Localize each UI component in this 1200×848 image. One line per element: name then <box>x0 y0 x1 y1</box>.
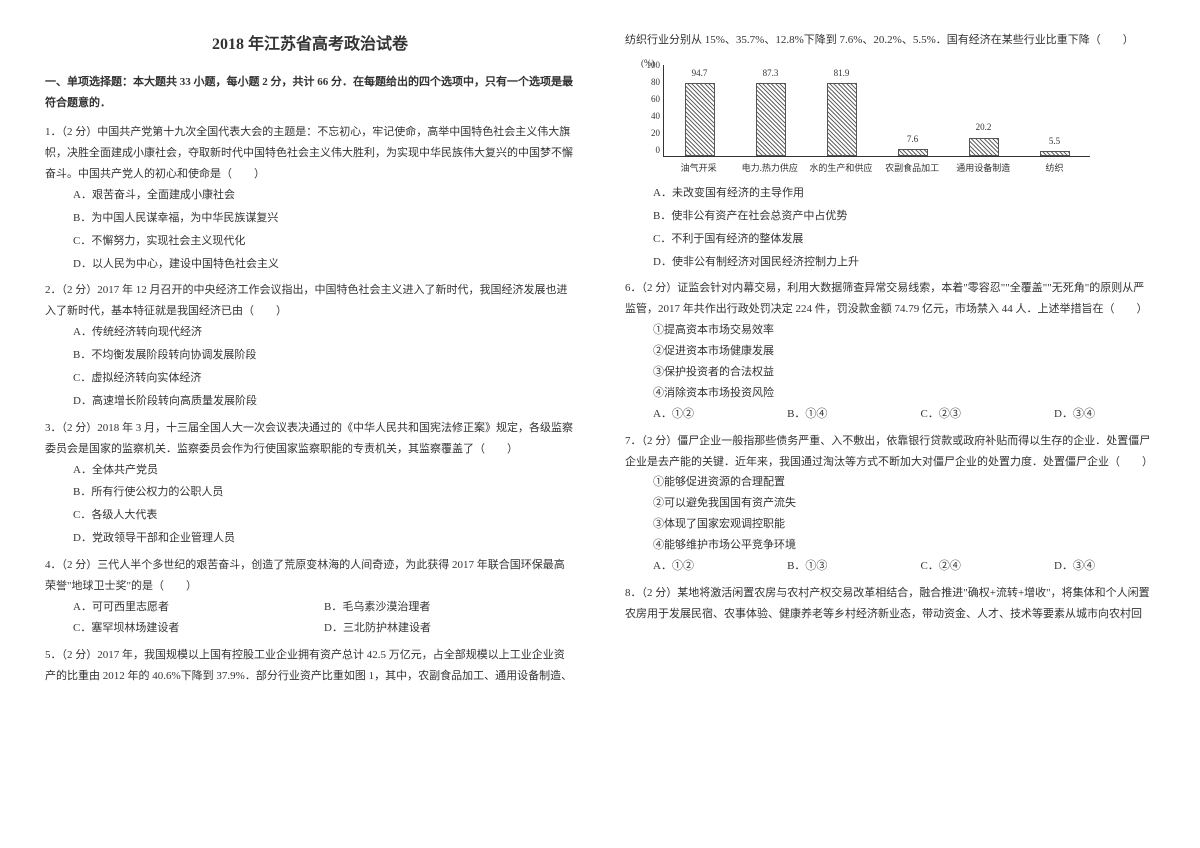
y-tick: 100 <box>635 57 660 74</box>
question-2: 2．（2 分）2017 年 12 月召开的中央经济工作会议指出，中国特色社会主义… <box>45 280 575 411</box>
q6-s2: ②促进资本市场健康发展 <box>625 341 1155 362</box>
q1-option-d: D．以人民为中心，建设中国特色社会主义 <box>45 254 575 275</box>
q4-options: A．可可西里志愿者 B．毛乌素沙漠治理者 C．塞罕坝林场建设者 D．三北防护林建… <box>45 597 575 639</box>
y-tick: 0 <box>635 142 660 159</box>
bar-chart: (%) 100 80 60 40 20 0 94.787.381.97.620.… <box>635 57 1095 177</box>
bar-value-label: 20.2 <box>976 119 992 136</box>
y-tick: 80 <box>635 74 660 91</box>
q6-s1: ①提高资本市场交易效率 <box>625 320 1155 341</box>
q7-options: A．①② B．①③ C．②④ D．③④ <box>625 556 1155 577</box>
question-7: 7．（2 分）僵尸企业一般指那些债务严重、入不敷出，依靠银行贷款或政府补贴而得以… <box>625 431 1155 577</box>
right-column: 纺织行业分别从 15%、35.7%、12.8%下降到 7.6%、20.2%、5.… <box>625 30 1155 818</box>
chart-bar <box>756 83 786 156</box>
q5-option-d: D．使非公有制经济对国民经济控制力上升 <box>625 252 1155 273</box>
q6-option-c: C．②③ <box>921 404 961 425</box>
x-axis-label: 农副食品加工 <box>877 160 948 177</box>
q6-option-b: B．①④ <box>787 404 827 425</box>
q1-option-c: C．不懈努力，实现社会主义现代化 <box>45 231 575 252</box>
y-tick: 40 <box>635 108 660 125</box>
bar-value-label: 87.3 <box>763 65 779 82</box>
chart-container: (%) 100 80 60 40 20 0 94.787.381.97.620.… <box>625 57 1155 177</box>
q1-option-b: B．为中国人民谋幸福，为中华民族谋复兴 <box>45 208 575 229</box>
exam-title: 2018 年江苏省高考政治试卷 <box>45 30 575 60</box>
x-axis-label: 水的生产和供应 <box>805 160 876 177</box>
q7-s3: ③体现了国家宏观调控职能 <box>625 514 1155 535</box>
q1-option-a: A．艰苦奋斗，全面建成小康社会 <box>45 185 575 206</box>
q7-s2: ②可以避免我国国有资产流失 <box>625 493 1155 514</box>
q3-option-d: D．党政领导干部和企业管理人员 <box>45 528 575 549</box>
question-3: 3．（2 分）2018 年 3 月，十三届全国人大一次会议表决通过的《中华人民共… <box>45 418 575 549</box>
q4-option-d: D．三北防护林建设者 <box>324 618 575 639</box>
question-5-part1: 5．（2 分）2017 年，我国规模以上国有控股工业企业拥有资产总计 42.5 … <box>45 645 575 687</box>
q6-options: A．①② B．①④ C．②③ D．③④ <box>625 404 1155 425</box>
bar-group: 7.6 <box>877 65 948 156</box>
q6-s4: ④消除资本市场投资风险 <box>625 383 1155 404</box>
q4-option-a: A．可可西里志愿者 <box>73 597 324 618</box>
q5-option-c: C．不利于国有经济的整体发展 <box>625 229 1155 250</box>
y-axis: 100 80 60 40 20 0 <box>635 57 660 157</box>
q2-text: 2．（2 分）2017 年 12 月召开的中央经济工作会议指出，中国特色社会主义… <box>45 280 575 322</box>
q7-s4: ④能够维护市场公平竞争环境 <box>625 535 1155 556</box>
x-axis-label: 油气开采 <box>663 160 734 177</box>
q2-option-c: C．虚拟经济转向实体经济 <box>45 368 575 389</box>
q7-text: 7．（2 分）僵尸企业一般指那些债务严重、入不敷出，依靠银行贷款或政府补贴而得以… <box>625 431 1155 473</box>
bar-group: 20.2 <box>948 65 1019 156</box>
question-4: 4．（2 分）三代人半个多世纪的艰苦奋斗，创造了荒原变林海的人间奇迹，为此获得 … <box>45 555 575 639</box>
q7-option-d: D．③④ <box>1054 556 1095 577</box>
q4-text: 4．（2 分）三代人半个多世纪的艰苦奋斗，创造了荒原变林海的人间奇迹，为此获得 … <box>45 555 575 597</box>
q4-option-c: C．塞罕坝林场建设者 <box>73 618 324 639</box>
q5-option-b: B．使非公有资产在社会总资产中占优势 <box>625 206 1155 227</box>
q3-option-b: B．所有行使公权力的公职人员 <box>45 482 575 503</box>
q7-option-b: B．①③ <box>787 556 827 577</box>
bar-group: 81.9 <box>806 65 877 156</box>
x-axis-label: 纺织 <box>1019 160 1090 177</box>
q5-text: 5．（2 分）2017 年，我国规模以上国有控股工业企业拥有资产总计 42.5 … <box>45 645 575 687</box>
q2-option-a: A．传统经济转向现代经济 <box>45 322 575 343</box>
q7-s1: ①能够促进资源的合理配置 <box>625 472 1155 493</box>
q6-option-a: A．①② <box>653 404 694 425</box>
q5-option-a: A．未改变国有经济的主导作用 <box>625 183 1155 204</box>
chart-plot: 94.7 87.3 81.9 7.6 20.2 5.5 <box>663 65 1090 157</box>
q5-text2: 纺织行业分别从 15%、35.7%、12.8%下降到 7.6%、20.2%、5.… <box>625 30 1155 51</box>
question-5-options: A．未改变国有经济的主导作用 B．使非公有资产在社会总资产中占优势 C．不利于国… <box>625 183 1155 273</box>
q8-text: 8．（2 分）某地将激活闲置农房与农村产权交易改革相结合，融合推进"确权+流转+… <box>625 583 1155 625</box>
chart-bar <box>898 149 928 156</box>
question-6: 6．（2 分）证监会针对内幕交易，利用大数据筛查异常交易线索，本着"零容忍""全… <box>625 278 1155 424</box>
chart-bar <box>827 83 857 156</box>
q3-option-a: A．全体共产党员 <box>45 460 575 481</box>
q7-option-c: C．②④ <box>921 556 961 577</box>
q2-option-d: D．高速增长阶段转向高质量发展阶段 <box>45 391 575 412</box>
x-axis-label: 通用设备制造 <box>948 160 1019 177</box>
chart-bar <box>1040 151 1070 156</box>
left-column: 2018 年江苏省高考政治试卷 一、单项选择题：本大题共 33 小题，每小题 2… <box>45 30 575 818</box>
q2-option-b: B．不均衡发展阶段转向协调发展阶段 <box>45 345 575 366</box>
q1-text: 1．（2 分）中国共产党第十九次全国代表大会的主题是：不忘初心，牢记使命，高举中… <box>45 122 575 185</box>
q7-option-a: A．①② <box>653 556 694 577</box>
bar-value-label: 81.9 <box>834 65 850 82</box>
bar-group: 5.5 <box>1019 65 1090 156</box>
bar-value-label: 94.7 <box>692 65 708 82</box>
question-8: 8．（2 分）某地将激活闲置农房与农村产权交易改革相结合，融合推进"确权+流转+… <box>625 583 1155 625</box>
q4-option-b: B．毛乌素沙漠治理者 <box>324 597 575 618</box>
x-axis-labels: 油气开采电力.热力供应水的生产和供应农副食品加工通用设备制造纺织 <box>663 160 1090 177</box>
q6-text: 6．（2 分）证监会针对内幕交易，利用大数据筛查异常交易线索，本着"零容忍""全… <box>625 278 1155 320</box>
q3-option-c: C．各级人大代表 <box>45 505 575 526</box>
question-1: 1．（2 分）中国共产党第十九次全国代表大会的主题是：不忘初心，牢记使命，高举中… <box>45 122 575 274</box>
bar-group: 94.7 <box>664 65 735 156</box>
x-axis-label: 电力.热力供应 <box>734 160 805 177</box>
bar-value-label: 7.6 <box>907 131 918 148</box>
q6-s3: ③保护投资者的合法权益 <box>625 362 1155 383</box>
bar-value-label: 5.5 <box>1049 133 1060 150</box>
bar-group: 87.3 <box>735 65 806 156</box>
q3-text: 3．（2 分）2018 年 3 月，十三届全国人大一次会议表决通过的《中华人民共… <box>45 418 575 460</box>
q6-option-d: D．③④ <box>1054 404 1095 425</box>
y-tick: 60 <box>635 91 660 108</box>
chart-bar <box>969 138 999 156</box>
section-header: 一、单项选择题：本大题共 33 小题，每小题 2 分，共计 66 分．在每题给出… <box>45 72 575 114</box>
chart-bar <box>685 83 715 156</box>
y-tick: 20 <box>635 125 660 142</box>
